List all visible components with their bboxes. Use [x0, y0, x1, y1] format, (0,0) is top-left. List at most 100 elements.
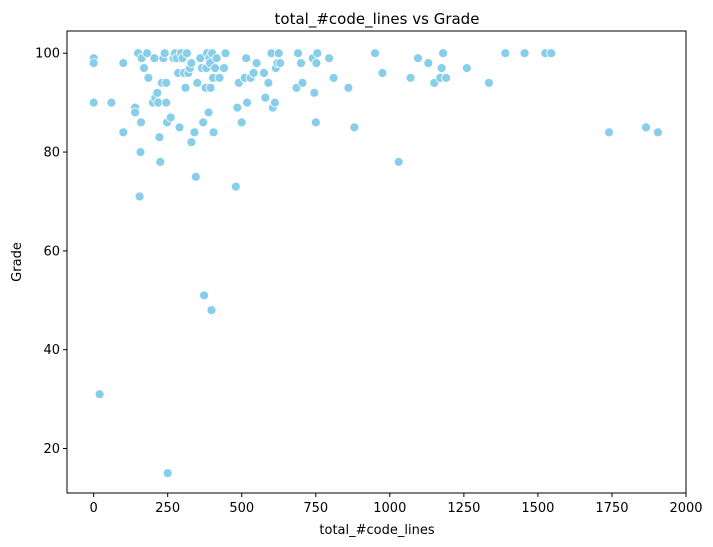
x-axis-ticks: 0 250 500 750 1000 1250 1500 1750 2000	[90, 493, 703, 516]
data-point	[174, 122, 185, 133]
data-point	[206, 305, 217, 316]
data-point	[118, 127, 129, 138]
data-point	[136, 117, 146, 128]
y-axis-ticks: 20 40 60 80 100	[35, 47, 67, 457]
data-point	[186, 137, 197, 148]
data-point	[143, 73, 154, 83]
data-point	[309, 87, 320, 98]
data-point	[461, 63, 472, 73]
data-point	[219, 63, 229, 73]
data-point	[413, 53, 423, 64]
data-point	[232, 102, 243, 113]
x-tick-label: 1000	[373, 501, 406, 516]
x-tick-label: 1500	[521, 501, 554, 516]
data-point	[377, 68, 388, 78]
data-point	[186, 58, 197, 68]
y-tick-label: 20	[43, 442, 60, 457]
data-point	[293, 48, 303, 59]
data-point	[423, 58, 434, 68]
data-point	[230, 181, 241, 192]
data-point	[236, 117, 247, 128]
data-point	[248, 68, 259, 78]
data-points	[88, 48, 663, 479]
data-point	[94, 389, 105, 400]
data-point	[641, 122, 651, 133]
x-tick-label: 1750	[595, 501, 628, 516]
data-point	[199, 290, 210, 301]
data-point	[161, 78, 172, 88]
data-point	[205, 82, 216, 93]
data-point	[296, 58, 306, 68]
data-point	[441, 73, 452, 83]
y-tick-label: 100	[35, 47, 60, 62]
data-point	[297, 78, 308, 88]
data-point	[181, 48, 192, 59]
data-point	[436, 63, 447, 73]
data-point	[165, 112, 176, 123]
data-point	[242, 97, 253, 108]
x-tick-label: 500	[229, 501, 254, 516]
data-point	[180, 82, 191, 93]
data-point	[484, 78, 494, 88]
data-point	[162, 468, 173, 479]
x-tick-label: 2000	[669, 501, 702, 516]
data-point	[211, 53, 222, 64]
data-point	[438, 48, 449, 59]
data-point	[155, 156, 166, 167]
data-point	[343, 82, 354, 93]
data-point	[88, 97, 99, 108]
data-point	[159, 48, 170, 59]
data-point	[134, 191, 145, 202]
data-point	[546, 48, 557, 59]
data-point	[152, 87, 163, 98]
data-point	[604, 127, 614, 138]
data-point	[311, 58, 322, 68]
y-tick-label: 60	[43, 244, 60, 259]
data-point	[312, 48, 323, 59]
data-point	[393, 156, 404, 167]
data-point	[259, 68, 269, 78]
x-axis-label: total_#code_lines	[319, 523, 434, 538]
data-point	[653, 127, 663, 138]
data-point	[210, 63, 221, 73]
data-point	[328, 73, 339, 83]
data-point	[139, 63, 149, 73]
x-tick-label: 1250	[447, 501, 480, 516]
data-point	[208, 127, 219, 138]
y-tick-label: 80	[43, 146, 60, 161]
data-point	[251, 58, 262, 68]
x-tick-label: 750	[303, 501, 328, 516]
data-point	[241, 53, 252, 64]
data-point	[149, 53, 160, 64]
data-point	[405, 73, 416, 83]
plot-area-frame	[66, 30, 687, 494]
data-point	[190, 171, 201, 182]
data-point	[135, 147, 146, 158]
data-point	[260, 92, 271, 103]
data-point	[88, 58, 99, 68]
data-point	[161, 97, 172, 108]
data-point	[370, 48, 380, 59]
data-point	[106, 97, 117, 108]
data-point	[269, 97, 280, 108]
data-point	[519, 48, 530, 59]
data-point	[324, 53, 335, 64]
data-point	[500, 48, 511, 59]
data-point	[263, 78, 274, 88]
y-tick-label: 40	[43, 343, 60, 358]
x-tick-label: 250	[155, 501, 180, 516]
data-point	[142, 48, 152, 59]
data-point	[130, 107, 141, 118]
chart-title: total_#code_lines vs Grade	[275, 10, 480, 29]
data-point	[203, 107, 214, 118]
data-point	[275, 58, 286, 68]
data-point	[192, 78, 203, 88]
x-tick-label: 0	[90, 501, 98, 516]
y-axis-label: Grade	[10, 242, 25, 282]
data-point	[273, 48, 284, 59]
data-point	[154, 132, 165, 143]
data-point	[118, 58, 129, 68]
data-point	[220, 48, 231, 59]
